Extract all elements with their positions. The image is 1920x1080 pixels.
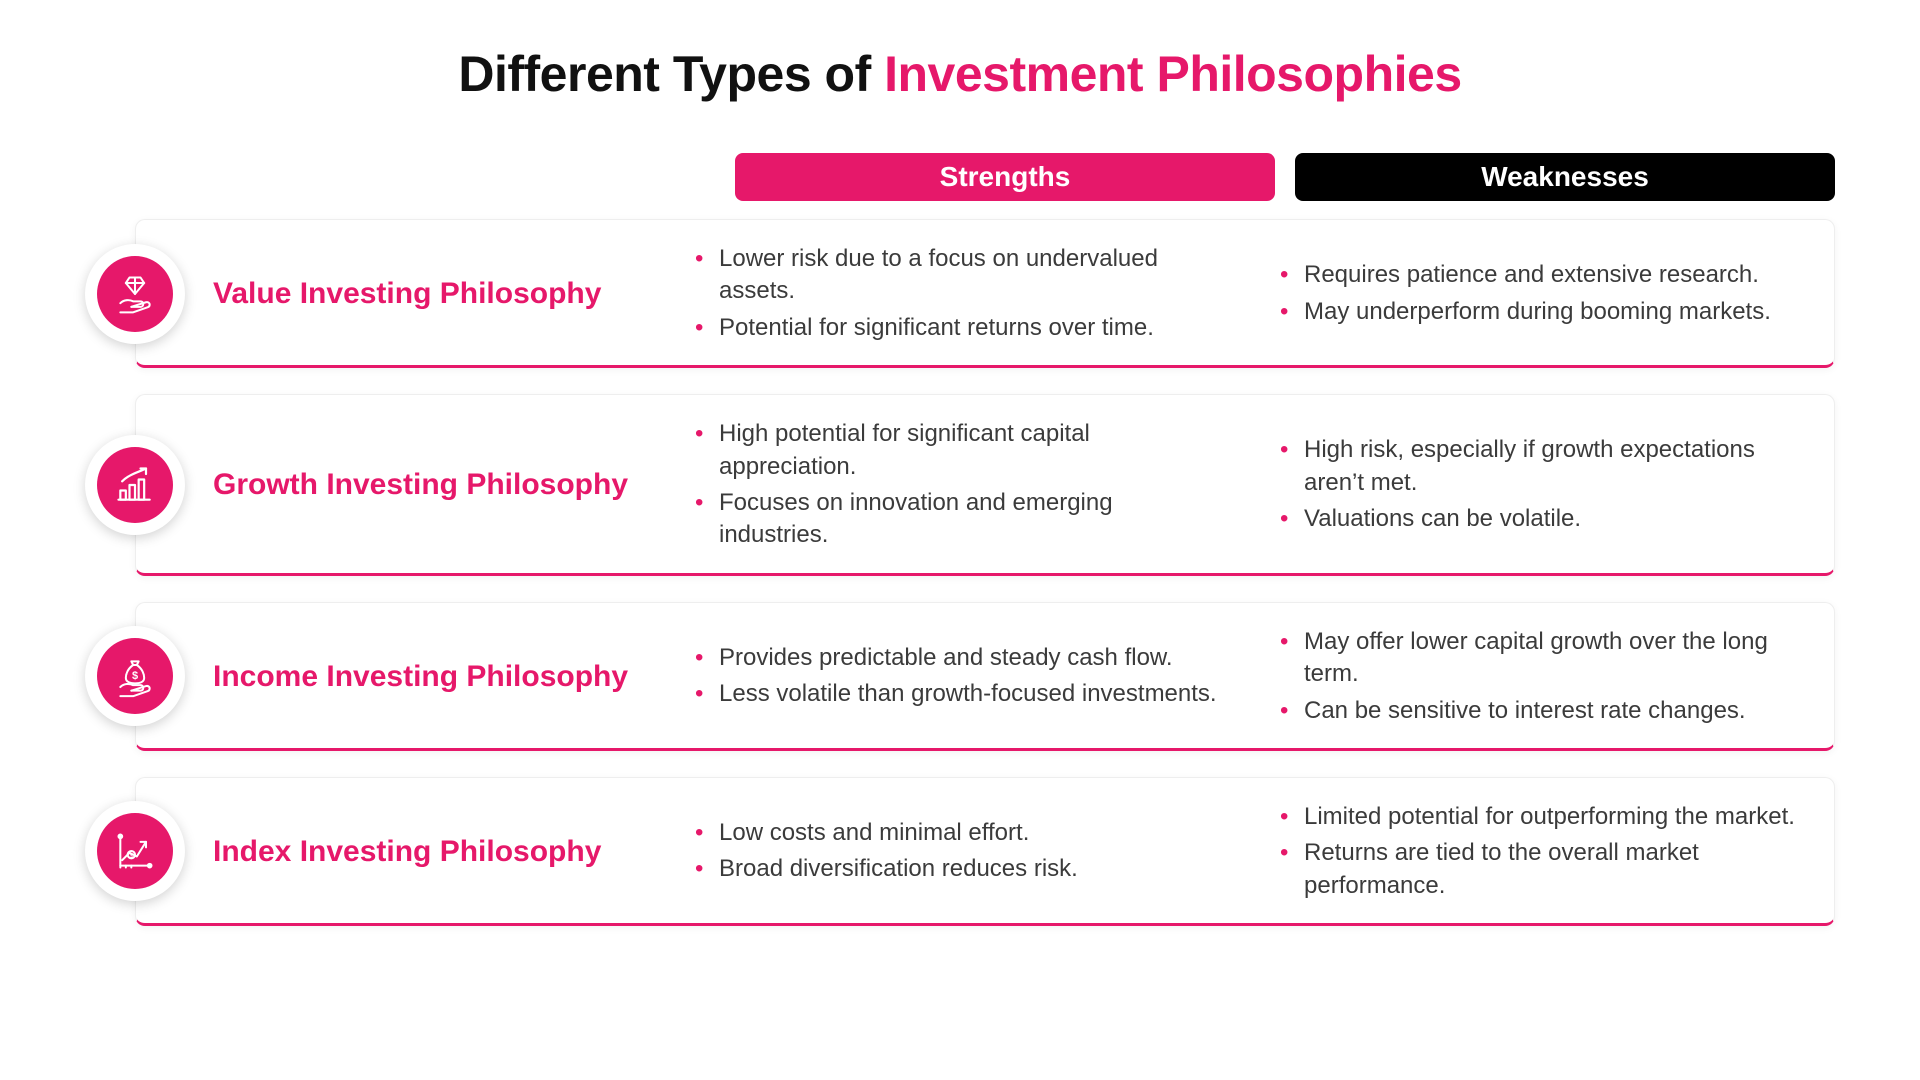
strengths-cell: Provides predictable and steady cash flo… — [685, 602, 1250, 751]
table-row: Income Investing Philosophy Provides pred… — [85, 602, 1835, 751]
list-item: Provides predictable and steady cash flo… — [695, 642, 1220, 674]
list-item: High risk, especially if growth expectat… — [1280, 434, 1805, 499]
weaknesses-cell: Requires patience and extensive research… — [1270, 219, 1835, 368]
list-item: Lower risk due to a focus on undervalued… — [695, 243, 1220, 308]
list-item: Focuses on innovation and emerging indus… — [695, 487, 1220, 552]
header-weaknesses: Weaknesses — [1295, 153, 1835, 201]
row-title: Income Investing Philosophy — [213, 658, 628, 696]
strengths-cell: Low costs and minimal effort. Broad diver… — [685, 777, 1250, 926]
table-header-row: Strengths Weaknesses — [85, 153, 1835, 201]
row-title: Index Investing Philosophy — [213, 833, 601, 871]
index-icon — [85, 801, 185, 901]
row-label-cell: Growth Investing Philosophy — [85, 394, 665, 576]
list-item: Requires patience and extensive research… — [1280, 259, 1805, 291]
row-label-cell: Income Investing Philosophy — [85, 602, 665, 751]
weaknesses-cell: High risk, especially if growth expectat… — [1270, 394, 1835, 576]
page-title: Different Types of Investment Philosophi… — [85, 45, 1835, 103]
list-item: Limited potential for outperforming the … — [1280, 801, 1805, 833]
table-body: Value Investing Philosophy Lower risk due… — [85, 219, 1835, 926]
row-label-cell: Index Investing Philosophy — [85, 777, 665, 926]
income-icon — [85, 626, 185, 726]
list-item: May offer lower capital growth over the … — [1280, 626, 1805, 691]
list-item: High potential for significant capital a… — [695, 418, 1220, 483]
value-icon — [85, 244, 185, 344]
list-item: Low costs and minimal effort. — [695, 817, 1220, 849]
list-item: Valuations can be volatile. — [1280, 503, 1805, 535]
title-accent: Investment Philosophies — [884, 46, 1462, 102]
table-row: Growth Investing Philosophy High potentia… — [85, 394, 1835, 576]
table-row: Index Investing Philosophy Low costs and … — [85, 777, 1835, 926]
list-item: May underperform during booming markets. — [1280, 296, 1805, 328]
list-item: Can be sensitive to interest rate change… — [1280, 695, 1805, 727]
list-item: Potential for significant returns over t… — [695, 312, 1220, 344]
row-title: Value Investing Philosophy — [213, 275, 601, 313]
strengths-cell: High potential for significant capital a… — [685, 394, 1250, 576]
list-item: Returns are tied to the overall market p… — [1280, 837, 1805, 902]
list-item: Broad diversification reduces risk. — [695, 853, 1220, 885]
table-row: Value Investing Philosophy Lower risk due… — [85, 219, 1835, 368]
weaknesses-cell: May offer lower capital growth over the … — [1270, 602, 1835, 751]
strengths-cell: Lower risk due to a focus on undervalued… — [685, 219, 1250, 368]
list-item: Less volatile than growth-focused invest… — [695, 678, 1220, 710]
growth-icon — [85, 435, 185, 535]
title-prefix: Different Types of — [458, 46, 884, 102]
header-spacer — [135, 153, 715, 201]
weaknesses-cell: Limited potential for outperforming the … — [1270, 777, 1835, 926]
row-label-cell: Value Investing Philosophy — [85, 219, 665, 368]
row-title: Growth Investing Philosophy — [213, 466, 628, 504]
header-strengths: Strengths — [735, 153, 1275, 201]
comparison-table: Strengths Weaknesses Value Investing Phi… — [85, 153, 1835, 926]
